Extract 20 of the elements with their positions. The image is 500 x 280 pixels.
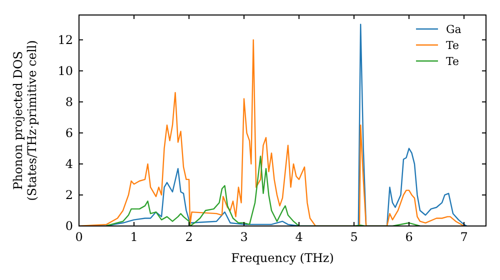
- y-tick-label: 2: [65, 188, 73, 202]
- x-tick-label: 4: [295, 230, 304, 244]
- legend-label: Te: [446, 55, 459, 68]
- x-tick-label: 0: [75, 230, 83, 244]
- y-tick-label: 12: [58, 33, 73, 48]
- y-tick-label: 10: [58, 64, 73, 78]
- x-tick-label: 5: [350, 230, 358, 244]
- y-axis-title: Phonon projected DOS (States/THz·primitive cell): [10, 40, 40, 201]
- x-axis-title: Frequency (THz): [231, 251, 334, 265]
- y-tick-label: 6: [65, 126, 73, 140]
- x-tick-label: 1: [130, 230, 138, 244]
- x-tick-label: 3: [240, 230, 248, 244]
- x-tick-label: 7: [460, 230, 468, 244]
- x-tick-label: 2: [185, 230, 193, 244]
- y-tick-label: 8: [65, 95, 73, 110]
- legend-label: Ga: [446, 23, 462, 36]
- y-tick-label: 0: [65, 219, 73, 234]
- y-tick-label: 4: [65, 157, 74, 172]
- x-tick-label: 6: [405, 230, 413, 244]
- legend-label: Te: [446, 39, 459, 52]
